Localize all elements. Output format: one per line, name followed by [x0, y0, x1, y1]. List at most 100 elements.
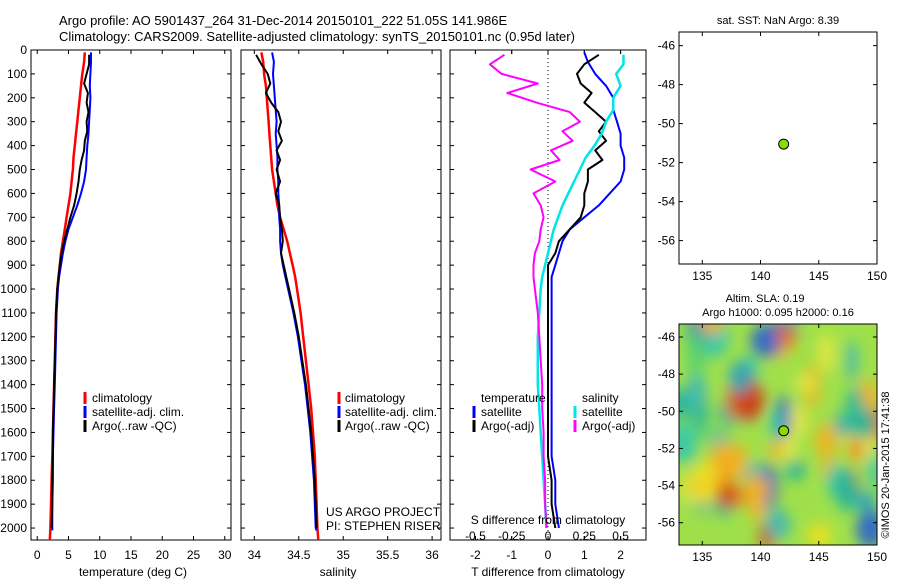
x-tick-label: -1 [506, 548, 517, 562]
x-tick-label: 2 [617, 548, 624, 562]
map-y-tick-label: -56 [658, 516, 676, 530]
depth-tick-label: 200 [7, 91, 27, 105]
sla-blob [769, 407, 782, 443]
depth-tick-label: 1000 [0, 282, 27, 296]
sla-blob [709, 440, 740, 486]
legend-label-climatology: climatology [92, 391, 152, 405]
depth-tick-label: 0 [20, 43, 27, 57]
x-tick-label: 25 [187, 548, 201, 562]
legend-label-satellite: satellite-adj. clim. [92, 405, 184, 419]
map-y-tick-label: -56 [658, 234, 676, 248]
sla-blob [788, 404, 808, 438]
sst-map-title: sat. SST: NaN Argo: 8.39 [717, 15, 839, 27]
x-tick-label: 34 [248, 548, 262, 562]
map-y-tick-label: -48 [658, 78, 676, 92]
x-tick-label: 36 [425, 548, 439, 562]
depth-tick-label: 800 [7, 234, 27, 248]
legend-label-s-satellite: satellite [582, 405, 623, 419]
map-x-tick-label: 145 [809, 269, 829, 283]
series-line-argo-raw-qc [50, 54, 91, 529]
series-line-t-argo-adj [547, 53, 608, 529]
x-tick-label: -2 [470, 548, 481, 562]
sla-blob [817, 333, 835, 373]
map-y-tick-label: -52 [658, 441, 676, 455]
sla-blob [814, 423, 838, 458]
legend-label-argo: Argo(..raw -QC) [92, 419, 177, 433]
x-tick-label: 10 [93, 548, 107, 562]
map-x-tick-label: 150 [867, 550, 887, 564]
figure-title-line1: Argo profile: AO 5901437_264 31-Dec-2014… [59, 13, 508, 28]
map-x-tick-label: 150 [867, 269, 887, 283]
x-tick-label: 20 [156, 548, 170, 562]
depth-tick-label: 1200 [0, 330, 27, 344]
series-line-argo-raw-qc [255, 54, 318, 529]
temperature-legend: climatology satellite-adj. clim. Argo(..… [83, 391, 184, 433]
map-y-tick-label: -54 [658, 479, 676, 493]
difference-legend: temperature satellite Argo(-adj) salinit… [471, 391, 636, 527]
map-x-tick-label: 140 [751, 269, 771, 283]
map-y-tick-label: -54 [658, 195, 676, 209]
sla-blob [768, 435, 784, 461]
argo-location-marker [778, 425, 790, 437]
imos-watermark: ©IMOS 20-Jan-2015 17:41:38 [880, 392, 892, 539]
sla-heatmap [679, 324, 877, 545]
map-y-tick-label: -50 [658, 404, 676, 418]
sst-map-frame [678, 31, 878, 265]
x-tick-label: -0.25 [498, 529, 526, 543]
sla-blob [867, 451, 877, 489]
x-tick-label: 1 [581, 548, 588, 562]
legend-label-t-argo: Argo(-adj) [481, 419, 534, 433]
salinity-legend: climatology satellite-adj. clim. Argo(..… [326, 391, 441, 533]
depth-tick-label: 400 [7, 139, 27, 153]
sla-blob [775, 324, 797, 347]
map-y-tick-label: -46 [658, 39, 676, 53]
temp-diff-axis-label: T difference from climatology [471, 565, 625, 579]
sla-blob [733, 442, 747, 478]
x-tick-label: 15 [124, 548, 138, 562]
sla-blob [856, 491, 877, 512]
depth-tick-label: 1300 [0, 354, 27, 368]
x-tick-label: -0.5 [465, 529, 486, 543]
sla-map-subtitle: Argo h1000: 0.095 h2000: 0.16 [702, 307, 854, 319]
map-x-tick-label: 140 [751, 550, 771, 564]
depth-tick-label: 1400 [0, 378, 27, 392]
x-tick-label: 35.5 [376, 548, 400, 562]
credit-pi: PI: STEPHEN RISER [326, 519, 441, 533]
sla-blob [856, 509, 877, 545]
legend-label-argo: Argo(..raw -QC) [345, 419, 430, 433]
depth-tick-label: 1500 [0, 402, 27, 416]
x-tick-label: 0.5 [612, 529, 629, 543]
temperature-axis-label: temperature (deg C) [79, 565, 187, 579]
depth-tick-label: 1800 [0, 473, 27, 487]
map-y-tick-label: -46 [658, 330, 676, 344]
sla-blob [749, 493, 766, 522]
sla-blob [846, 340, 859, 382]
depth-tick-label: 1700 [0, 449, 27, 463]
sla-blob [847, 408, 877, 439]
legend-label-climatology: climatology [345, 391, 405, 405]
legend-label-t-satellite: satellite [481, 405, 522, 419]
sla-blob [835, 468, 859, 512]
legend-label-s-argo: Argo(-adj) [582, 419, 635, 433]
x-tick-label: 0.25 [573, 529, 597, 543]
x-tick-label: 30 [218, 548, 232, 562]
map-x-tick-label: 135 [692, 269, 712, 283]
x-tick-label: 0 [545, 529, 552, 543]
series-line-s-argo-adj [488, 53, 581, 529]
x-tick-label: 0 [545, 548, 552, 562]
sla-blob [742, 473, 771, 506]
sla-blob [729, 360, 752, 395]
series-line-climatology [260, 52, 320, 540]
x-tick-label: 0 [34, 548, 41, 562]
depth-tick-label: 1100 [1, 306, 27, 320]
axes-layer: 0100200300400500600700800900100011001200… [0, 32, 887, 564]
sla-blob [796, 373, 816, 394]
depth-tick-label: 700 [7, 210, 27, 224]
sla-map-frame [678, 323, 878, 546]
figure-title-line2: Climatology: CARS2009. Satellite-adjuste… [59, 29, 575, 44]
sla-map-title: Altim. SLA: 0.19 [726, 293, 805, 305]
map-x-tick-label: 135 [692, 550, 712, 564]
legend-label-satellite: satellite-adj. clim. [345, 405, 437, 419]
sla-blob [765, 508, 791, 540]
temperature-plot-frame [30, 49, 232, 541]
